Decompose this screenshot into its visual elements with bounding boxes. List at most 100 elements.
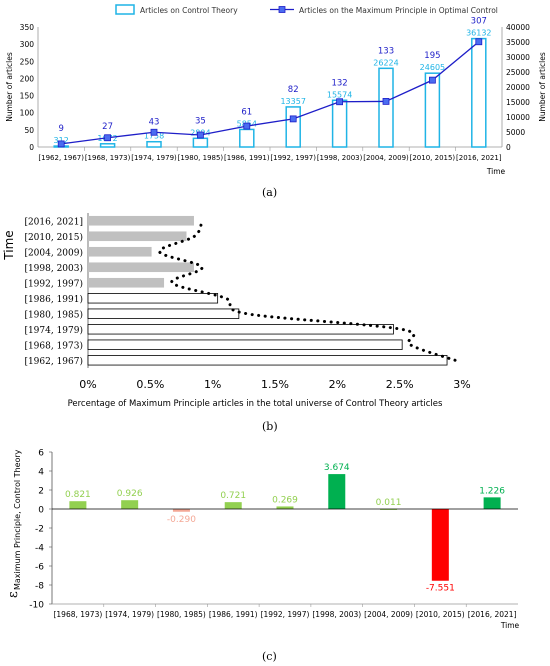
y-tick-label: [2004, 2009) bbox=[24, 247, 83, 258]
y-tick-label: [1974, 1979) bbox=[24, 325, 83, 336]
x-tick-label: 2.5% bbox=[386, 378, 414, 391]
x-tick-label: [1998, 2003) bbox=[317, 154, 363, 162]
panel-label-b: (b) bbox=[262, 420, 278, 433]
right-tick-label: 40000 bbox=[506, 23, 530, 32]
legend-label-control-theory: Articles on Control Theory bbox=[140, 6, 238, 15]
bar-value-label: 0.269 bbox=[272, 495, 298, 505]
line-marker bbox=[336, 98, 344, 106]
chart-b: Time [1962, 1967) [1968, 1973) [1974, 1979)… bbox=[2, 213, 471, 409]
x-tick-label: [1974, 1979) bbox=[131, 154, 177, 162]
x-tick-label: 0.5% bbox=[136, 378, 164, 391]
y-axis-title: Time bbox=[2, 230, 16, 260]
x-axis-title: Percentage of Maximum Principle articles… bbox=[68, 399, 443, 409]
x-tick-label: 1.5% bbox=[261, 378, 289, 391]
y-tick-label: [1968, 1973) bbox=[24, 340, 83, 351]
line-marker bbox=[428, 76, 436, 84]
bar-elasticity bbox=[276, 506, 294, 509]
bar-value-label: 13357 bbox=[280, 97, 305, 106]
bar-control-theory bbox=[99, 143, 116, 148]
left-tick-label: 300 bbox=[20, 40, 35, 49]
bar-elasticity bbox=[431, 509, 449, 581]
y-tick-label: [1962, 1967) bbox=[24, 356, 83, 367]
line-marker bbox=[475, 38, 483, 46]
bar-control-theory bbox=[378, 67, 394, 148]
y-tick-label: 0 bbox=[38, 506, 44, 516]
bar-value-label: -7.551 bbox=[426, 584, 455, 594]
chart-c: -10 -8 -6 -4 -2 0 2 4 6 0.821 [1968, 1973) 0.926 [19… bbox=[6, 449, 520, 631]
bar-value-label: 0.926 bbox=[117, 489, 143, 499]
bar-percentage bbox=[88, 231, 187, 242]
bar-control-theory bbox=[192, 137, 209, 148]
left-axis-title: Number of articles bbox=[5, 52, 14, 122]
legend-swatch-marker bbox=[278, 6, 286, 13]
panel-label-a: (a) bbox=[262, 186, 278, 199]
y-tick-label: -2 bbox=[35, 525, 44, 535]
right-tick-label: 20000 bbox=[506, 83, 530, 92]
x-tick-label: 0% bbox=[79, 378, 96, 391]
y-tick-label: [1980, 1985) bbox=[24, 309, 83, 320]
line-value-label: 195 bbox=[424, 51, 440, 61]
left-tick-label: 150 bbox=[20, 92, 35, 101]
right-tick-label: 0 bbox=[506, 143, 511, 152]
bar-percentage bbox=[88, 277, 165, 288]
bar-value-label: 0.821 bbox=[65, 490, 91, 500]
x-tick-label: [1980, 1985) bbox=[157, 610, 206, 619]
line-marker bbox=[57, 140, 65, 148]
left-tick-label: 350 bbox=[20, 23, 35, 32]
x-tick-label: [2010, 2015) bbox=[410, 154, 456, 162]
y-tick-label: [2010, 2015) bbox=[24, 232, 83, 243]
bar-value-label: 36132 bbox=[466, 29, 491, 38]
x-tick-label: [2004, 2009) bbox=[364, 610, 413, 619]
bar-percentage bbox=[87, 324, 394, 335]
right-tick-label: 35000 bbox=[506, 38, 530, 47]
bar-value-label: 1.226 bbox=[479, 486, 505, 496]
y-tick-label: [1986, 1991) bbox=[24, 294, 83, 305]
bar-percentage bbox=[87, 339, 403, 350]
x-tick-label: [1992, 1997) bbox=[270, 154, 316, 162]
x-tick-label: [2016, 2021] bbox=[468, 610, 517, 619]
x-tick-label: [2010, 2015) bbox=[416, 610, 465, 619]
line-value-label: 9 bbox=[58, 124, 63, 134]
line-value-label: 61 bbox=[241, 107, 252, 117]
x-tick-label: [1962, 1967) bbox=[38, 154, 84, 162]
bar-value-label: 15574 bbox=[327, 90, 352, 99]
bar-control-theory bbox=[285, 106, 301, 148]
bar-percentage bbox=[88, 246, 152, 257]
right-tick-label: 10000 bbox=[506, 113, 530, 122]
y-tick-label: -10 bbox=[29, 601, 44, 611]
epsilon-subscript: Maximum Principle, Control Theory bbox=[13, 449, 22, 590]
line-value-label: 82 bbox=[288, 85, 299, 95]
line-marker bbox=[196, 131, 204, 139]
y-tick-label: -6 bbox=[35, 563, 44, 573]
x-tick-label: [1968, 1973) bbox=[53, 610, 102, 619]
line-value-label: 27 bbox=[102, 122, 113, 132]
bar-elasticity bbox=[224, 502, 242, 509]
x-axis-title: Time bbox=[486, 167, 506, 176]
right-axis-title: Number of articles bbox=[538, 52, 547, 122]
left-tick-label: 100 bbox=[20, 109, 35, 118]
bar-percentage bbox=[88, 215, 194, 226]
bar-value-label: 0.011 bbox=[376, 498, 402, 508]
bar-elasticity bbox=[69, 501, 87, 509]
left-tick-label: 250 bbox=[20, 57, 35, 66]
x-tick-label: [1986, 1991) bbox=[209, 610, 258, 619]
line-value-label: 133 bbox=[378, 46, 394, 56]
line-marker bbox=[104, 134, 111, 142]
bar-control-theory bbox=[424, 72, 441, 148]
bar-percentage bbox=[87, 293, 219, 304]
bar-value-label: 0.721 bbox=[220, 491, 246, 501]
x-tick-label: [1998, 2003) bbox=[312, 610, 361, 619]
line-marker bbox=[289, 115, 297, 123]
bar-percentage bbox=[87, 355, 448, 366]
y-tick-label: [1992, 1997) bbox=[24, 278, 83, 289]
line-marker bbox=[382, 98, 390, 105]
y-tick-label: 6 bbox=[38, 449, 44, 459]
right-tick-label: 15000 bbox=[506, 98, 530, 107]
x-tick-label: [1974, 1979) bbox=[105, 610, 154, 619]
y-tick-label: [2016, 2021] bbox=[24, 217, 83, 227]
y-tick-label: -4 bbox=[35, 544, 44, 554]
y-tick-label: -8 bbox=[35, 582, 44, 592]
x-tick-label: [1992, 1997) bbox=[261, 610, 310, 619]
legend-swatch-control-theory bbox=[115, 4, 135, 15]
